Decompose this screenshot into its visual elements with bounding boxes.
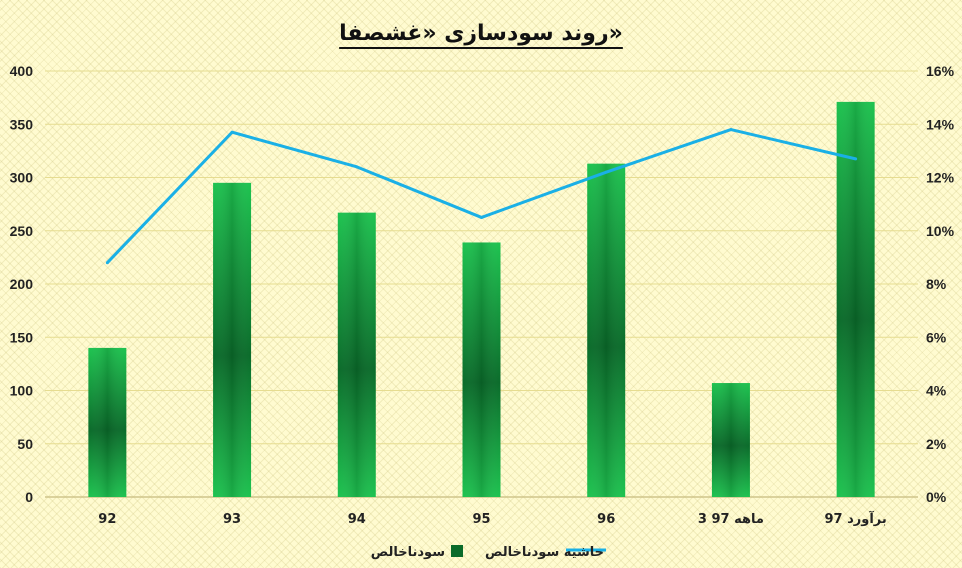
legend: سودناخالص حاشیه سودناخالص: [371, 545, 606, 560]
legend-item-line: حاشیه سودناخالص: [485, 545, 606, 560]
x-axis: 92 93 94 95 96 3 ماهه 97 برآورد 97: [98, 510, 886, 527]
chart-title: روند سودسازی «غشصفا»: [339, 21, 623, 46]
legend-item-bar: سودناخالص: [371, 545, 463, 560]
bar-shade: [836, 101, 875, 497]
y-right-tick-label: 10%: [926, 223, 955, 239]
y-right-tick-label: 16%: [926, 63, 955, 79]
legend-bar-label: سودناخالص: [371, 545, 445, 560]
y-right-tick-label: 0%: [926, 489, 947, 505]
x-tick-label: 92: [98, 512, 116, 527]
line-point: [105, 261, 109, 265]
line-point: [604, 170, 608, 174]
bar-shade: [213, 182, 252, 497]
bar-shade: [462, 242, 501, 497]
x-tick-label: 95: [472, 512, 490, 527]
y-right-tick-label: 12%: [926, 170, 955, 186]
y-left-tick-label: 400: [10, 63, 34, 79]
x-tick-label: 96: [597, 512, 615, 527]
line-point: [854, 157, 858, 161]
y-left-tick-label: 250: [10, 223, 34, 239]
y-left-tick-label: 50: [17, 436, 33, 452]
legend-line-label: حاشیه سودناخالص: [485, 545, 604, 560]
x-tick-label: 93: [223, 512, 241, 527]
bar-shade: [711, 383, 750, 497]
y-right-tick-label: 2%: [926, 436, 947, 452]
bar-series: [88, 101, 875, 497]
y-left-tick-label: 150: [10, 329, 34, 345]
y-right-tick-label: 4%: [926, 383, 947, 399]
y-right-tick-label: 6%: [926, 329, 947, 345]
y-right-tick-label: 8%: [926, 276, 947, 292]
x-tick-label: 94: [348, 512, 366, 527]
line-point: [480, 215, 483, 219]
line-point: [729, 128, 733, 132]
x-tick-label: 3 ماهه 97: [698, 512, 764, 527]
y-left-axis: 0 50 100 150 200 250 300 350 400: [10, 63, 34, 505]
y-left-tick-label: 350: [10, 116, 34, 132]
bar-shade: [337, 212, 376, 497]
y-left-tick-label: 100: [10, 383, 34, 399]
line-series: [105, 128, 858, 265]
line-point: [230, 130, 234, 134]
bar-shade: [587, 163, 626, 497]
chart-title-group: روند سودسازی «غشصفا»: [339, 21, 623, 49]
x-tick-label: برآورد 97: [825, 510, 887, 527]
y-left-tick-label: 200: [10, 276, 34, 292]
bar-shade: [88, 347, 127, 497]
y-right-tick-label: 14%: [926, 116, 955, 132]
legend-bar-swatch: [451, 545, 463, 557]
y-left-tick-label: 0: [25, 489, 33, 505]
y-left-tick-label: 300: [10, 170, 34, 186]
line-point: [355, 165, 359, 169]
y-right-axis: 0% 2% 4% 6% 8% 10% 12% 14% 16%: [926, 63, 955, 505]
